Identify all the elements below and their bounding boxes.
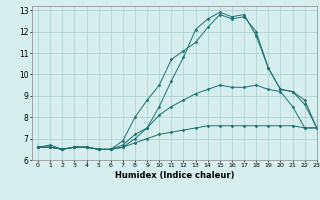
X-axis label: Humidex (Indice chaleur): Humidex (Indice chaleur) xyxy=(115,171,234,180)
